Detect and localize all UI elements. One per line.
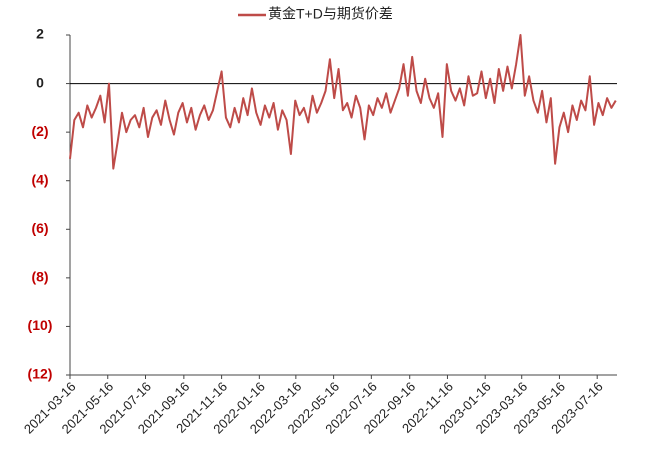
y-tick-label: 0: [36, 74, 44, 90]
y-tick-label: (2): [31, 123, 48, 139]
legend-label: 黄金T+D与期货价差: [268, 6, 393, 22]
y-tick-label: (12): [28, 366, 53, 382]
y-tick-label: (4): [31, 171, 48, 187]
y-tick-label: (10): [28, 317, 53, 333]
y-tick-label: 2: [36, 26, 44, 42]
series-line: [69, 34, 617, 170]
y-tick-label: (8): [31, 269, 48, 285]
y-tick-label: (6): [31, 220, 48, 236]
